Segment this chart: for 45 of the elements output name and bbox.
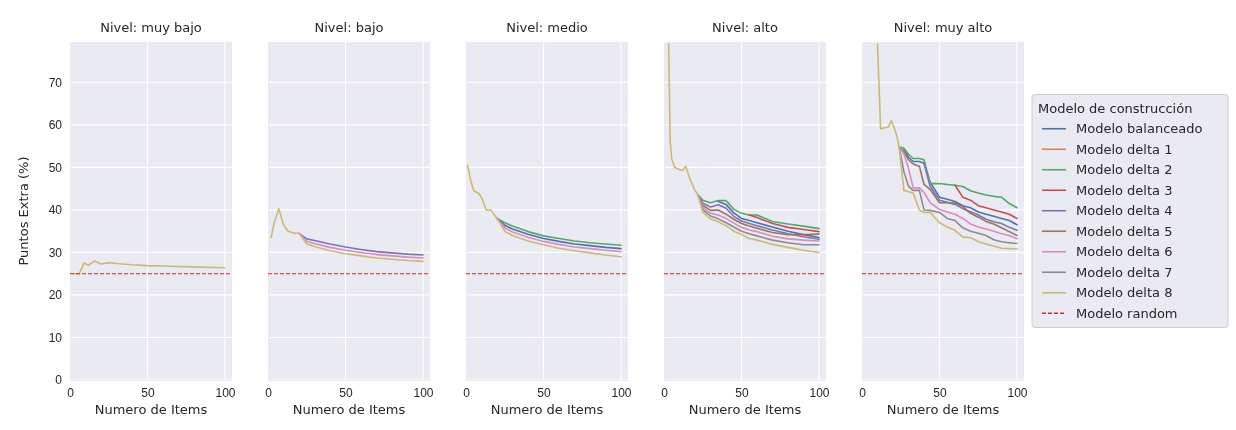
y-tick-label: 50	[48, 160, 63, 175]
x-tick-label: 100	[215, 385, 236, 400]
y-tick-label: 0	[55, 373, 63, 388]
x-axis-title: Numero de Items	[688, 402, 802, 417]
chart-title: Nivel: medio	[506, 20, 588, 35]
legend-label: Modelo delta 7	[1076, 264, 1173, 280]
legend-title: Modelo de construcción	[1038, 100, 1193, 116]
y-axis-title: Puntos Extra (%)	[16, 156, 31, 266]
y-tick-label: 30	[48, 245, 63, 260]
y-tick-label: 40	[48, 203, 63, 218]
x-tick-label: 0	[859, 385, 867, 400]
x-tick-label: 100	[413, 385, 434, 400]
x-axis-title: Numero de Items	[886, 402, 1000, 417]
x-axis-title: Numero de Items	[292, 402, 406, 417]
x-tick-label: 50	[339, 385, 354, 400]
chart-title: Nivel: bajo	[314, 20, 384, 35]
y-tick-label: 20	[48, 288, 63, 303]
legend-label: Modelo delta 1	[1076, 141, 1173, 157]
legend-label: Modelo random	[1076, 305, 1178, 321]
y-tick-label: 10	[48, 330, 63, 345]
chart-title: Nivel: alto	[712, 20, 778, 35]
legend-label: Modelo delta 4	[1076, 203, 1173, 219]
chart-title: Nivel: muy bajo	[100, 20, 202, 35]
legend-label: Modelo delta 5	[1076, 223, 1173, 239]
x-tick-label: 0	[661, 385, 669, 400]
x-tick-label: 50	[735, 385, 750, 400]
legend-label: Modelo delta 3	[1076, 182, 1173, 198]
legend-label: Modelo delta 2	[1076, 162, 1173, 178]
x-tick-label: 50	[537, 385, 552, 400]
x-tick-label: 50	[141, 385, 156, 400]
legend-label: Modelo delta 8	[1076, 285, 1173, 301]
x-tick-label: 100	[611, 385, 632, 400]
x-tick-label: 100	[1007, 385, 1028, 400]
x-tick-label: 0	[265, 385, 273, 400]
x-axis-title: Numero de Items	[94, 402, 208, 417]
x-tick-label: 100	[809, 385, 830, 400]
y-tick-label: 70	[48, 75, 63, 90]
legend-label: Modelo delta 6	[1076, 244, 1173, 260]
x-tick-label: 0	[463, 385, 471, 400]
y-tick-label: 60	[48, 118, 63, 133]
chart-title: Nivel: muy alto	[893, 20, 993, 35]
x-tick-label: 50	[933, 385, 948, 400]
x-tick-label: 0	[67, 385, 75, 400]
x-axis-title: Numero de Items	[490, 402, 604, 417]
legend-label: Modelo balanceado	[1076, 121, 1203, 137]
